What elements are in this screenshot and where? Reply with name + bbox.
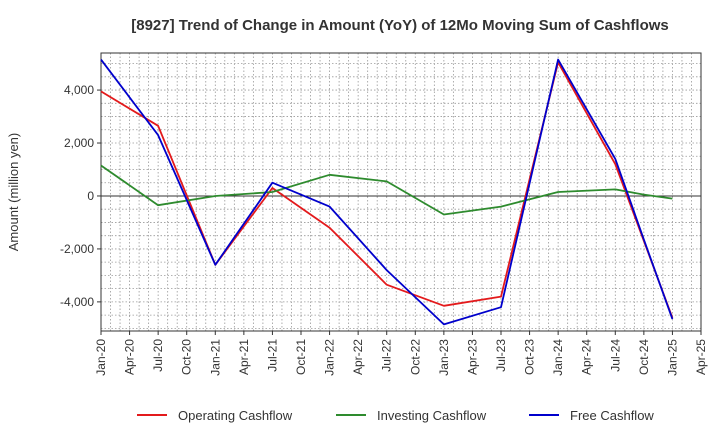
x-tick-label: Jul-21 bbox=[265, 339, 279, 372]
y-axis-ticks: -4,000 -2,000 0 2,000 4,000 bbox=[60, 83, 101, 309]
grid bbox=[101, 53, 701, 331]
x-tick-label: Jul-24 bbox=[608, 339, 622, 372]
x-tick-label: Jan-21 bbox=[208, 339, 222, 376]
x-tick-label: Jan-25 bbox=[665, 339, 679, 376]
series-line-investing-cashflow bbox=[100, 164, 673, 216]
x-tick-label: Apr-23 bbox=[465, 339, 479, 375]
y-tick-label: 2,000 bbox=[64, 136, 94, 150]
x-tick-label: Jan-24 bbox=[551, 339, 565, 376]
x-tick-label: Jul-22 bbox=[380, 339, 394, 372]
legend-label-operating-cashflow: Operating Cashflow bbox=[178, 408, 293, 423]
x-tick-label: Oct-23 bbox=[523, 339, 537, 375]
x-tick-label: Jan-22 bbox=[323, 339, 337, 376]
chart-title: [8927] Trend of Change in Amount (YoY) o… bbox=[131, 17, 669, 34]
series-line-free-cashflow bbox=[100, 58, 674, 326]
legend-label-investing-cashflow: Investing Cashflow bbox=[377, 408, 487, 423]
legend: Operating Cashflow Investing Cashflow Free… bbox=[137, 408, 654, 423]
y-tick-label: 4,000 bbox=[64, 83, 94, 97]
x-axis-ticks: Jan-20 Apr-20 Jul-20 Oct-20 Jan-21 Apr-21 Jul-… bbox=[94, 331, 708, 376]
y-tick-label: 0 bbox=[87, 189, 94, 203]
x-tick-label: Apr-21 bbox=[237, 339, 251, 375]
y-tick-label: -4,000 bbox=[60, 295, 94, 309]
plot-area bbox=[100, 52, 702, 332]
x-tick-label: Apr-22 bbox=[351, 339, 365, 375]
legend-label-free-cashflow: Free Cashflow bbox=[570, 408, 654, 423]
x-tick-label: Oct-24 bbox=[637, 339, 651, 375]
x-tick-label: Oct-22 bbox=[408, 339, 422, 375]
x-tick-label: Jul-20 bbox=[151, 339, 165, 372]
series-lines bbox=[100, 58, 674, 326]
x-tick-label: Apr-24 bbox=[580, 339, 594, 375]
y-axis-label: Amount (million yen) bbox=[6, 133, 21, 252]
x-tick-label: Apr-20 bbox=[123, 339, 137, 375]
x-tick-label: Oct-21 bbox=[294, 339, 308, 375]
y-tick-label: -2,000 bbox=[60, 242, 94, 256]
x-tick-label: Jan-20 bbox=[94, 339, 108, 376]
x-tick-label: Jul-23 bbox=[494, 339, 508, 372]
x-tick-label: Jan-23 bbox=[437, 339, 451, 376]
x-tick-label: Oct-20 bbox=[180, 339, 194, 375]
x-tick-label: Apr-25 bbox=[694, 339, 708, 375]
